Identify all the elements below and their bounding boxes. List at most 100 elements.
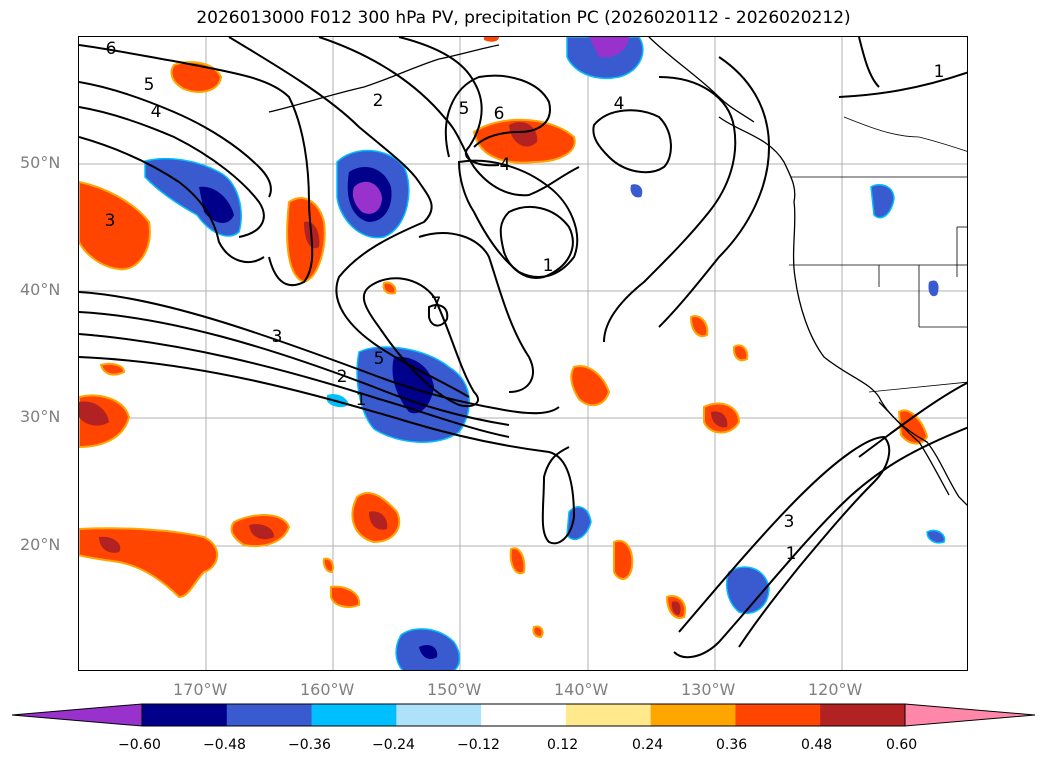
colorbar-segment [481, 704, 567, 726]
contour-label: 3 [105, 211, 116, 231]
colorbar-tick-label: −0.36 [288, 737, 331, 753]
precip-blob [630, 184, 643, 198]
precip-blob [419, 645, 438, 659]
precip-blob [926, 529, 946, 544]
contour-label: 3 [272, 327, 283, 347]
lon-label: 150°W [427, 680, 482, 699]
precip-blob [330, 585, 361, 608]
lon-label: 130°W [681, 680, 736, 699]
lon-label: 160°W [300, 680, 355, 699]
contour-label: 1 [934, 62, 945, 82]
precip-blob [392, 356, 434, 414]
lon-label: 170°W [173, 680, 228, 699]
precip-blob [249, 524, 274, 540]
contour-label: 7 [431, 294, 442, 314]
contour-label: 2 [337, 367, 348, 387]
colorbar-extend-high [904, 703, 1036, 727]
precip-blob [566, 506, 592, 541]
colorbar-tick-label: −0.12 [457, 737, 500, 753]
contour-label: 4 [500, 155, 511, 175]
lon-label: 120°W [808, 680, 863, 699]
colorbar-tick-label: 0.12 [547, 737, 579, 753]
precip-blob [928, 280, 939, 297]
contour-line [79, 106, 265, 238]
precip-blob [79, 401, 109, 426]
map-canvas: 6 5 4 2 3 5 6 4 4 1 1 7 3 5 2 1 3 2 1 [79, 37, 967, 670]
contour-line [838, 71, 967, 98]
pv-contours [79, 37, 967, 659]
precip-blob [484, 37, 499, 42]
precip-blob [732, 344, 749, 362]
aleutian-chain [268, 44, 500, 113]
precip-blob [79, 180, 151, 271]
contour-label: 1 [543, 256, 554, 276]
colorbar-segment [142, 704, 228, 726]
contour-line [428, 304, 449, 327]
colorbar-tick-label: −0.48 [203, 737, 246, 753]
contour-labels: 6 5 4 2 3 5 6 4 4 1 1 7 3 5 2 1 3 2 1 [105, 39, 945, 564]
borders [789, 116, 967, 393]
contour-label: 1 [356, 390, 367, 410]
contour-line [79, 44, 314, 287]
precip-blob [99, 362, 126, 376]
contour-label: 5 [144, 75, 155, 95]
colorbar-segment [820, 704, 906, 726]
contour-line [592, 109, 672, 174]
contour-label: 3 [784, 512, 795, 532]
contour-line [418, 232, 534, 393]
precip-blob [382, 281, 397, 295]
precip-blob [352, 181, 382, 214]
colorbar-tick-label: 0.60 [886, 737, 918, 753]
precip-blob [170, 61, 223, 93]
lon-label: 140°W [554, 680, 609, 699]
colorbar [11, 703, 1036, 727]
precip-blob [671, 601, 681, 615]
contour-label: 4 [614, 94, 625, 114]
contour-line [79, 356, 576, 545]
contour-label: 5 [459, 99, 470, 119]
precip-blob [509, 547, 526, 575]
precip-blob [322, 557, 334, 574]
contour-line [678, 435, 891, 648]
map-title: 2026013000 F012 300 hPa PV, precipitatio… [196, 8, 851, 28]
precip-blob [570, 365, 611, 407]
contour-label: 2 [373, 91, 384, 111]
gridlines [79, 37, 967, 670]
contour-line [603, 76, 737, 343]
colorbar-tick-label: 0.24 [632, 737, 664, 753]
colorbar-tick-label: 0.36 [716, 737, 748, 753]
colorbar-extend-low [11, 703, 143, 727]
precip-blob [509, 122, 538, 147]
contour-label: 6 [494, 104, 505, 124]
precip-blob [897, 409, 929, 445]
baja-coast [878, 401, 950, 496]
colorbar-segments [11, 703, 1036, 727]
precip-blob [711, 411, 728, 428]
north-america-coast [718, 116, 967, 506]
contour-line [79, 311, 510, 426]
precip-blob [589, 37, 629, 58]
contour-line [79, 333, 510, 438]
contour-line [362, 277, 479, 408]
contour-line [444, 74, 551, 158]
precip-positive [79, 37, 929, 639]
lat-label: 40°N [20, 280, 61, 299]
contour-line [79, 136, 265, 263]
colorbar-segment [311, 704, 397, 726]
contour-line [673, 426, 967, 659]
precip-blob [532, 625, 544, 639]
colorbar-segment [735, 704, 821, 726]
contour-line [858, 381, 967, 458]
precip-blob [726, 566, 770, 614]
alaska-panhandle [648, 37, 755, 123]
precip-blob [613, 539, 634, 580]
precip-blob [870, 184, 895, 219]
contour-line [858, 37, 880, 88]
map-panel: 6 5 4 2 3 5 6 4 4 1 1 7 3 5 2 1 3 2 1 [78, 36, 968, 671]
colorbar-tick-label: −0.24 [372, 737, 415, 753]
precip-blob [286, 197, 326, 284]
contour-line [658, 56, 771, 328]
contour-line [79, 81, 272, 198]
lat-label: 50°N [20, 153, 61, 172]
precip-negative [144, 37, 946, 670]
